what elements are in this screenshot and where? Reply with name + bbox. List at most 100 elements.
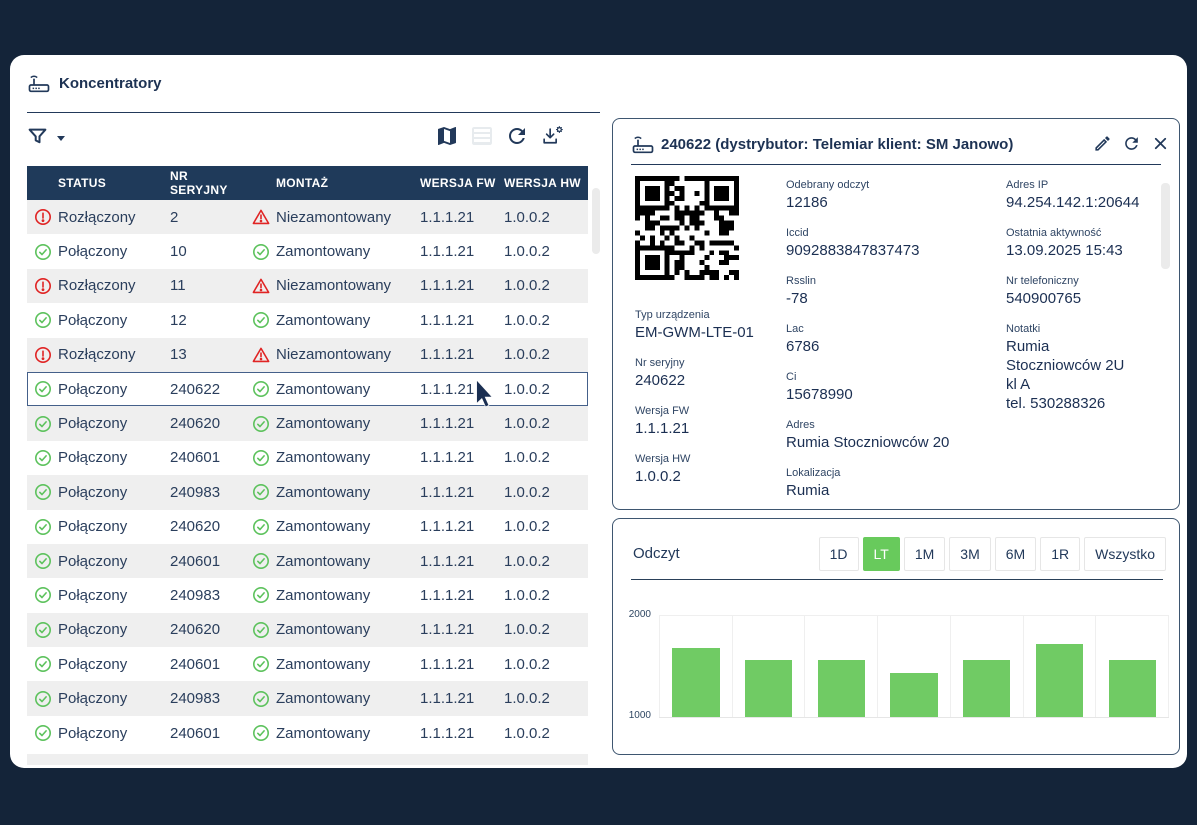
table-row[interactable]: Rozłączony 13 Niezamontowany 1.1.1.21 1.0.0.… xyxy=(27,337,588,372)
status-cell: Rozłączony xyxy=(58,277,136,295)
table-row-partial[interactable] xyxy=(27,754,588,766)
fw-cell: 1.1.1.21 xyxy=(420,483,475,501)
detail-col-2: Odebrany odczyt 12186 Iccid 909288384783747… xyxy=(786,179,1001,500)
edit-button[interactable] xyxy=(1093,134,1112,153)
range-button-6m[interactable]: 6M xyxy=(994,537,1037,571)
mounted-icon xyxy=(253,484,269,501)
detail-field: Adres IP 94.254.142.1:20644 xyxy=(1006,179,1161,212)
table-row[interactable]: Rozłączony 11 Niezamontowany 1.1.1.21 1.0.0.… xyxy=(27,268,588,304)
table-row[interactable]: Połączony 240601 Zamontowany 1.1.1.21 1.0.0.… xyxy=(27,441,588,475)
detail-field: Ostatnia aktywność 13.09.2025 15:43 xyxy=(1006,227,1161,260)
fw-cell: 1.1.1.21 xyxy=(420,621,475,639)
range-button-wszystko[interactable]: Wszystko xyxy=(1084,537,1166,571)
table-row[interactable]: Połączony 240620 Zamontowany 1.1.1.21 1.0.0.… xyxy=(27,612,588,648)
column-header: MONTAŻ xyxy=(276,176,329,190)
serial-cell: 240622 xyxy=(170,380,221,398)
detail-field: Wersja HW 1.0.0.2 xyxy=(635,453,783,486)
table-row[interactable]: Połączony 240601 Zamontowany 1.1.1.21 1.0.0.… xyxy=(27,716,588,750)
hw-cell: 1.0.0.2 xyxy=(504,415,550,433)
mounted-icon xyxy=(253,381,269,398)
mount-cell: Zamontowany xyxy=(276,724,371,742)
hw-cell: 1.0.0.2 xyxy=(504,724,550,742)
serial-cell: 240620 xyxy=(170,415,221,433)
serial-cell: 240983 xyxy=(170,483,221,501)
hw-cell: 1.0.0.2 xyxy=(504,586,550,604)
serial-cell: 240983 xyxy=(170,586,221,604)
serial-cell: 240601 xyxy=(170,552,221,570)
field-value: Rumia Stoczniowców 20 xyxy=(786,434,950,451)
status-connected-icon xyxy=(35,656,51,673)
table-row[interactable]: Połączony 240601 Zamontowany 1.1.1.21 1.0.0.… xyxy=(27,647,588,681)
detail-field: Nr seryjny 240622 xyxy=(635,357,783,390)
hw-cell: 1.0.0.2 xyxy=(504,655,550,673)
range-button-1d[interactable]: 1D xyxy=(818,537,859,571)
download-settings-icon xyxy=(543,126,563,144)
field-label: Ostatnia aktywność xyxy=(1006,227,1102,239)
field-value: 13.09.2025 15:43 xyxy=(1006,242,1123,259)
table-row[interactable]: Rozłączony 2 Niezamontowany 1.1.1.21 1.0.0.2 xyxy=(27,200,588,235)
fw-cell: 1.1.1.21 xyxy=(420,724,475,742)
table-row[interactable]: Połączony 10 Zamontowany 1.1.1.21 1.0.0.2 xyxy=(27,234,588,268)
status-cell: Połączony xyxy=(58,586,128,604)
column-header: WERSJA FW xyxy=(420,176,496,190)
table-row[interactable]: Połączony 240620 Zamontowany 1.1.1.21 1.0.0.… xyxy=(27,406,588,441)
field-label: Nr telefoniczny xyxy=(1006,275,1079,287)
mount-cell: Niezamontowany xyxy=(276,208,392,226)
mounted-icon xyxy=(253,312,269,329)
detail-scrollbar[interactable] xyxy=(1161,183,1170,269)
fw-cell: 1.1.1.21 xyxy=(420,655,475,673)
mounted-icon xyxy=(253,587,269,604)
field-value: 15678990 xyxy=(786,386,853,403)
detail-col-3: Adres IP 94.254.142.1:20644 Ostatnia aktyw… xyxy=(1006,179,1161,413)
field-label: Typ urządzenia xyxy=(635,309,710,321)
status-cell: Połączony xyxy=(58,518,128,536)
filter-button[interactable] xyxy=(27,126,65,147)
status-cell: Rozłączony xyxy=(58,346,136,364)
chart-slot xyxy=(731,616,805,717)
detail-col-1: Typ urządzenia EM-GWM-LTE-01 Nr seryjny 240… xyxy=(635,309,783,486)
table-row[interactable]: Połączony 240983 Zamontowany 1.1.1.21 1.0.0.… xyxy=(27,681,588,716)
status-connected-icon xyxy=(35,553,51,570)
serial-cell: 2 xyxy=(170,208,179,226)
mounted-icon xyxy=(253,449,269,466)
bar-chart xyxy=(659,615,1170,718)
bar xyxy=(817,659,865,717)
range-selector: 1D LT 1M 3M 6M 1R Wszystko xyxy=(818,537,1166,571)
status-cell: Połączony xyxy=(58,621,128,639)
table-view-button[interactable] xyxy=(470,124,494,148)
table-row[interactable]: Połączony 240620 Zamontowany 1.1.1.21 1.0.0.… xyxy=(27,510,588,544)
export-settings-button[interactable] xyxy=(540,124,564,148)
field-label: Ci xyxy=(786,371,797,383)
close-button[interactable] xyxy=(1151,134,1170,153)
range-button-1r[interactable]: 1R xyxy=(1040,537,1081,571)
mount-cell: Zamontowany xyxy=(276,621,371,639)
chart-slot xyxy=(877,616,950,717)
chart-slot xyxy=(1095,616,1170,717)
status-disconnected-icon xyxy=(35,277,51,294)
range-button-1m[interactable]: 1M xyxy=(903,537,946,571)
serial-cell: 11 xyxy=(170,277,186,295)
serial-cell: 240983 xyxy=(170,690,221,708)
divider xyxy=(631,164,1161,165)
detail-field: Lokalizacja Rumia xyxy=(786,467,1001,500)
field-label: Wersja FW xyxy=(635,405,690,417)
table-scrollbar[interactable] xyxy=(592,188,600,254)
fw-cell: 1.1.1.21 xyxy=(420,690,475,708)
range-button-lt[interactable]: LT xyxy=(862,537,900,571)
field-label: Rsslin xyxy=(786,275,816,287)
table-row[interactable]: Połączony 240983 Zamontowany 1.1.1.21 1.0.0.… xyxy=(27,475,588,510)
refresh-detail-button[interactable] xyxy=(1122,134,1141,153)
detail-field: Adres Rumia Stoczniowców 20 xyxy=(786,419,1001,452)
table-row[interactable]: Połączony 240601 Zamontowany 1.1.1.21 1.0.0.… xyxy=(27,543,588,579)
table-row[interactable]: Połączony 12 Zamontowany 1.1.1.21 1.0.0.2 xyxy=(27,303,588,337)
bar xyxy=(744,659,793,717)
map-view-button[interactable] xyxy=(435,124,459,148)
refresh-table-button[interactable] xyxy=(505,124,529,148)
divider xyxy=(27,112,600,113)
range-button-3m[interactable]: 3M xyxy=(949,537,991,571)
fw-cell: 1.1.1.21 xyxy=(420,586,475,604)
table-row[interactable]: Połączony 240622 Zamontowany 1.1.1.21 1.0.0.… xyxy=(27,371,588,407)
hw-cell: 1.0.0.2 xyxy=(504,621,550,639)
table-row[interactable]: Połączony 240983 Zamontowany 1.1.1.21 1.0.0.… xyxy=(27,578,588,612)
status-connected-icon xyxy=(35,690,51,707)
